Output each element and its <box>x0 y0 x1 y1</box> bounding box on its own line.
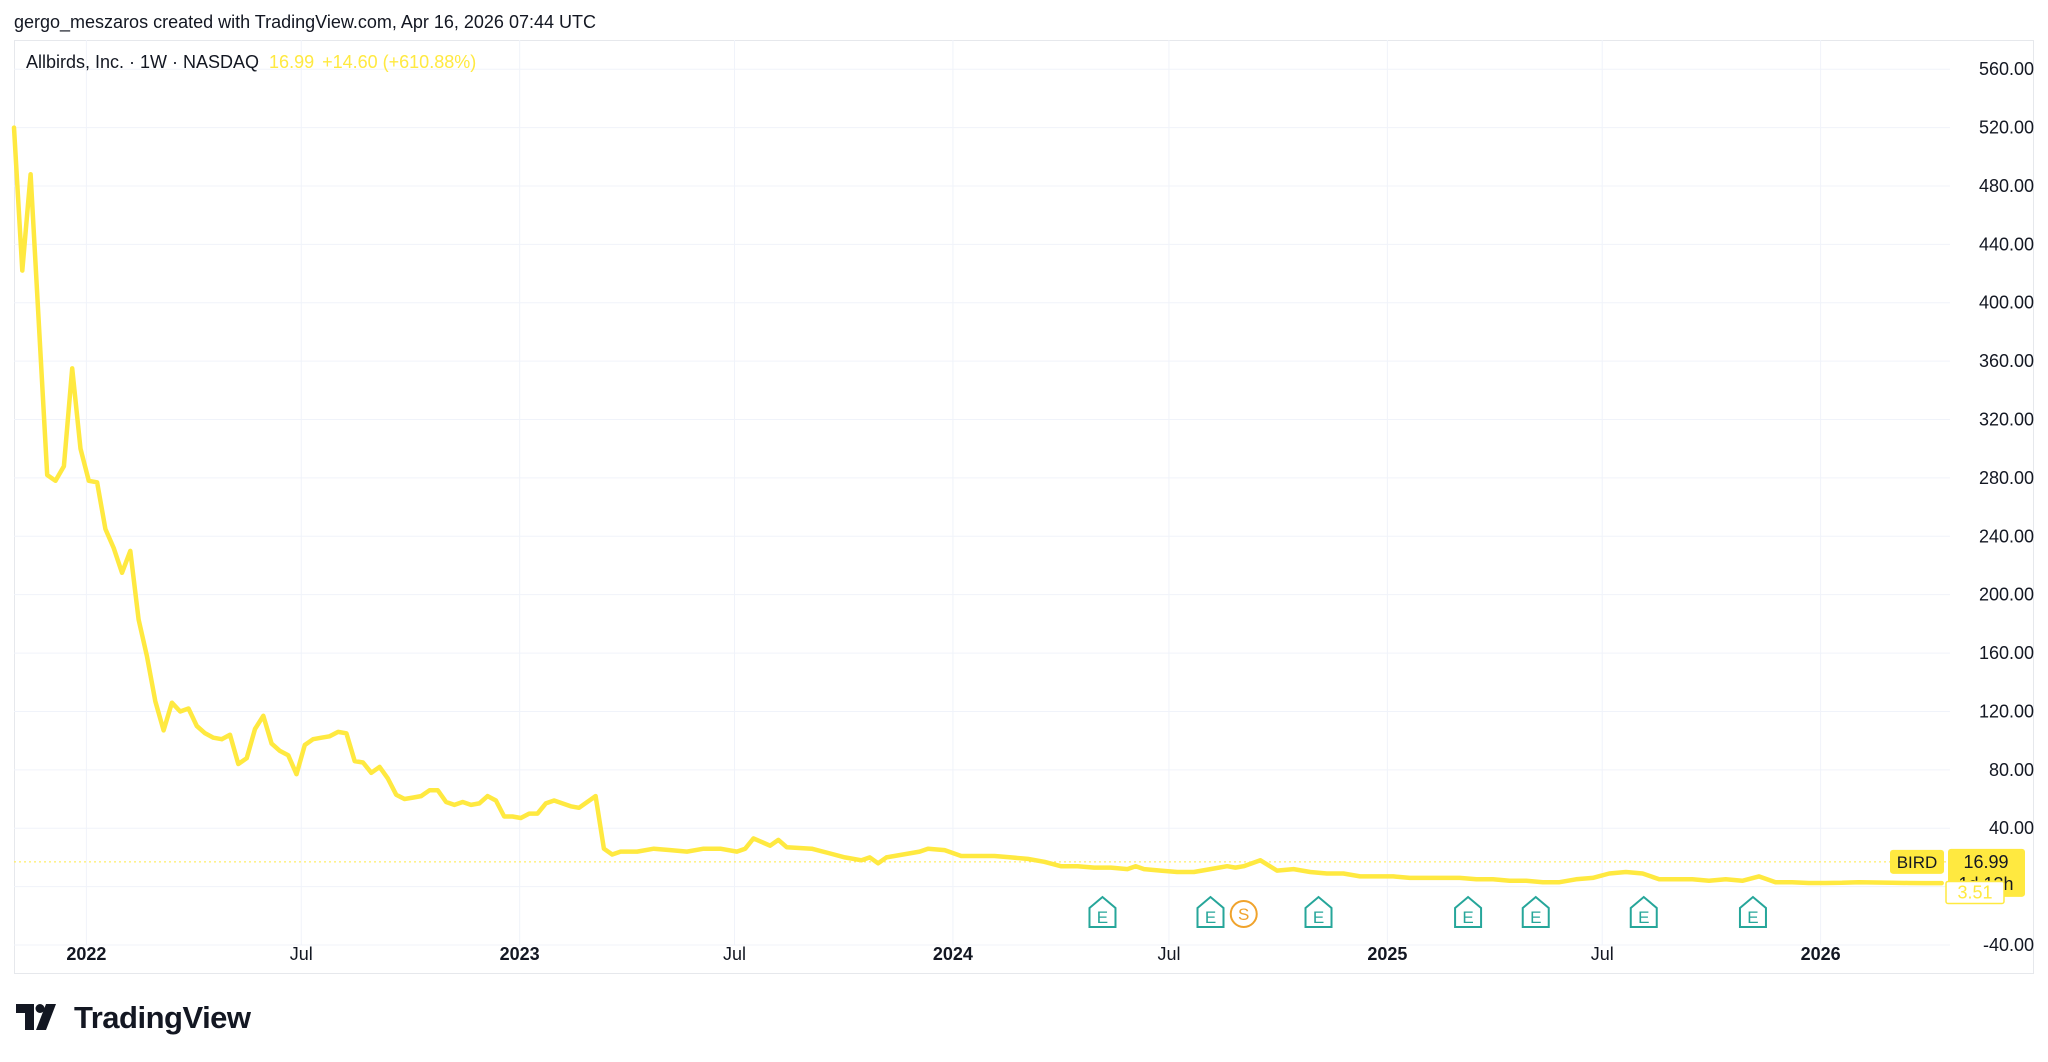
earnings-marker[interactable]: E <box>1738 895 1767 928</box>
earnings-marker[interactable]: E <box>1454 895 1483 928</box>
tradingview-wordmark: TradingView <box>74 1000 251 1035</box>
legend-price: 16.99 <box>269 52 315 72</box>
time-axis: 2022 Jul 2023 Jul 2024 Jul 2025 Jul 2026 <box>66 944 1840 964</box>
y-tick-label: 480.00 <box>1979 176 2034 196</box>
price-series-line <box>11 125 1944 886</box>
x-tick-label: 2022 <box>66 944 106 964</box>
earnings-marker[interactable]: E <box>1196 895 1225 928</box>
x-tick-label: 2023 <box>500 944 540 964</box>
earnings-marker-shape <box>1738 895 1767 928</box>
last-price-label: 16.99 <box>1963 852 2008 872</box>
x-tick-label: Jul <box>723 944 746 964</box>
y-tick-label: 240.00 <box>1979 526 2034 546</box>
earnings-marker-shape <box>1629 895 1658 928</box>
y-tick-label: 40.00 <box>1989 818 2034 838</box>
symbol-tag-label: BIRD <box>1897 853 1938 872</box>
chart-frame <box>14 40 2034 974</box>
earnings-marker-label: E <box>1462 908 1473 927</box>
earnings-marker-shape <box>1521 895 1550 928</box>
x-tick-label: Jul <box>1157 944 1180 964</box>
earnings-marker-shape <box>1088 895 1117 928</box>
y-tick-label: 160.00 <box>1979 643 2034 663</box>
y-tick-label: 200.00 <box>1979 585 2034 605</box>
earnings-marker[interactable]: E <box>1629 895 1658 928</box>
prev-close-tag <box>1945 880 2005 905</box>
earnings-marker-label: E <box>1313 908 1324 927</box>
split-marker-circle <box>1229 900 1258 928</box>
y-tick-label: 520.00 <box>1979 118 2034 138</box>
y-tick-label: -40.00 <box>1983 935 2034 955</box>
earnings-marker[interactable]: E <box>1088 895 1117 928</box>
earnings-marker-label: E <box>1205 908 1216 927</box>
earnings-marker[interactable]: E <box>1304 895 1333 928</box>
split-marker-label: S <box>1238 905 1249 924</box>
y-tick-label: 560.00 <box>1979 59 2034 79</box>
earnings-marker-label: E <box>1530 908 1541 927</box>
y-tick-label: 80.00 <box>1989 760 2034 780</box>
earnings-marker[interactable]: E <box>1521 895 1550 928</box>
y-tick-label: 280.00 <box>1979 468 2034 488</box>
footer-logo[interactable]: TradingView <box>16 1000 251 1036</box>
x-tick-label: 2026 <box>1801 944 1841 964</box>
earnings-marker-shape <box>1454 895 1483 928</box>
earnings-marker-shape <box>1196 895 1225 928</box>
x-tick-label: 2025 <box>1367 944 1407 964</box>
earnings-marker-label: E <box>1097 908 1108 927</box>
chart-legend: Allbirds, Inc. · 1W · NASDAQ 16.99 +14.60 … <box>26 52 476 73</box>
y-tick-label: 400.00 <box>1979 293 2034 313</box>
price-line-layer <box>11 125 1944 886</box>
tradingview-logo-icon <box>16 1004 56 1030</box>
x-tick-label: Jul <box>1591 944 1614 964</box>
y-tick-label: 320.00 <box>1979 410 2034 430</box>
legend-symbol-name: Allbirds, Inc. · 1W · NASDAQ <box>26 52 260 72</box>
legend-change: +14.60 (+610.88%) <box>322 52 477 72</box>
earnings-marker-label: E <box>1638 908 1649 927</box>
chart-byline: gergo_meszaros created with TradingView.… <box>14 12 596 32</box>
earnings-marker-label: E <box>1747 908 1758 927</box>
earnings-marker-shape <box>1304 895 1333 928</box>
split-marker[interactable]: S <box>1229 900 1258 928</box>
y-tick-label: 440.00 <box>1979 234 2034 254</box>
symbol-tag <box>1890 849 1944 874</box>
price-axis: 560.00 520.00 480.00 440.00 400.00 360.00 320.… <box>1979 59 2034 955</box>
x-tick-label: Jul <box>290 944 313 964</box>
prev-close-label: 3.51 <box>1957 882 1992 902</box>
grid <box>14 40 1950 946</box>
y-tick-label: 120.00 <box>1979 701 2034 721</box>
x-tick-label: 2024 <box>933 944 973 964</box>
y-tick-label: 360.00 <box>1979 351 2034 371</box>
